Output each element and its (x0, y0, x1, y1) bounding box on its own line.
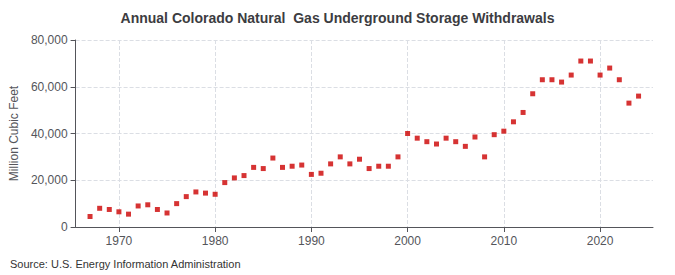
svg-text:20,000: 20,000 (31, 173, 68, 187)
svg-text:2000: 2000 (394, 234, 421, 248)
svg-text:Source: U.S. Energy Informatio: Source: U.S. Energy Information Administ… (10, 258, 241, 270)
svg-text:1990: 1990 (298, 234, 325, 248)
svg-text:1980: 1980 (202, 234, 229, 248)
svg-text:2010: 2010 (490, 234, 517, 248)
svg-text:2020: 2020 (587, 234, 614, 248)
svg-text:1970: 1970 (106, 234, 133, 248)
svg-text:80,000: 80,000 (31, 33, 68, 47)
svg-text:0: 0 (61, 220, 68, 234)
svg-text:60,000: 60,000 (31, 80, 68, 94)
svg-text:Million Cubic Feet: Million Cubic Feet (7, 85, 21, 181)
svg-text:Annual Colorado Natural Gas U: Annual Colorado Natural Gas Underground … (121, 10, 555, 26)
svg-text:40,000: 40,000 (31, 127, 68, 141)
